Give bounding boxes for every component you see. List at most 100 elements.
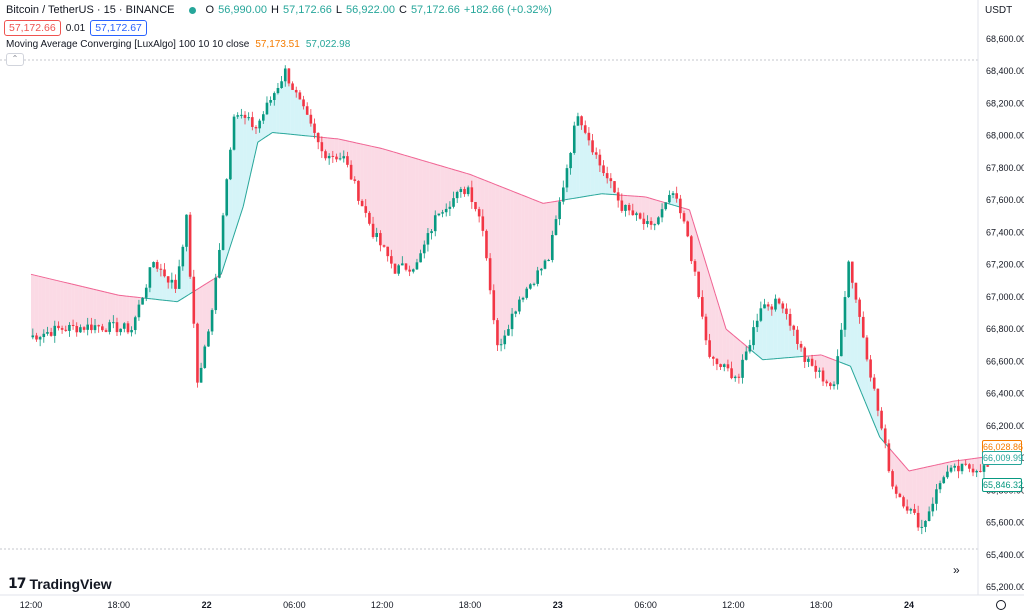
moving-average-line (831, 358, 837, 362)
ma-fill-band (832, 359, 836, 387)
candle-body (616, 192, 620, 201)
candle-body (499, 344, 503, 346)
candle-body (232, 116, 236, 150)
candle-body (554, 219, 558, 236)
ma-fill-band (389, 150, 394, 264)
moving-average-line (890, 449, 895, 455)
ma-fill-band (506, 188, 511, 336)
indicator-legend[interactable]: Moving Average Converging [LuxAlgo] 100 … (6, 39, 350, 50)
moving-average-line (751, 350, 756, 354)
symbol-title[interactable]: Bitcoin / TetherUS · 15 · BINANCE (6, 4, 175, 16)
currency-label[interactable]: USDT (985, 5, 1013, 16)
moving-average-line (38, 275, 43, 278)
moving-average-line (699, 245, 705, 258)
ma-fill-band (100, 290, 105, 331)
candle-body (690, 236, 693, 262)
candle-body (759, 308, 763, 321)
ma-fill-band (235, 115, 240, 230)
buy-button[interactable]: 57,172.67 (90, 20, 147, 36)
ma-fill-band (491, 183, 496, 321)
ma-fill-band (71, 283, 75, 327)
moving-average-line (543, 202, 547, 204)
ma-fill-band (652, 199, 657, 225)
moving-average-line (576, 196, 580, 199)
moving-average-line (916, 468, 921, 470)
candle-body (924, 520, 927, 527)
scroll-to-realtime-button[interactable]: » (953, 563, 960, 577)
ma-fill-band (535, 200, 540, 284)
moving-average-line (710, 281, 716, 294)
candle-body (86, 324, 90, 330)
ma-fill-band (473, 175, 478, 210)
ma-fill-band (352, 142, 357, 181)
candle-body (265, 102, 269, 115)
candle-body (741, 359, 744, 378)
moving-average-line (60, 280, 65, 283)
moving-average-line (188, 292, 193, 296)
ma-fill-band (206, 281, 211, 347)
ma-fill-band (246, 117, 251, 191)
candle-body (382, 245, 386, 247)
candle-body (547, 260, 550, 262)
moving-average-line (513, 191, 518, 194)
candle-body (861, 316, 865, 338)
moving-average-line (352, 141, 357, 144)
candle-body (715, 358, 719, 365)
candle-body (335, 156, 338, 160)
candle-body (166, 276, 170, 283)
candle-body (419, 253, 422, 263)
ma-fill-band (693, 221, 697, 272)
ma-fill-band (543, 202, 547, 269)
moving-average-line (718, 305, 723, 318)
moving-average-line (268, 132, 273, 136)
ma-fill-band (45, 277, 50, 334)
candle-body (393, 263, 397, 274)
moving-average-line (652, 198, 657, 201)
collapse-legend-button[interactable]: ⌃ (6, 53, 24, 66)
sell-button[interactable]: 57,172.66 (4, 20, 61, 36)
candle-body (865, 337, 869, 360)
moving-average-line (656, 199, 661, 202)
moving-average-line (491, 182, 496, 186)
ma-fill-band (411, 157, 416, 272)
x-tick-label: 12:00 (20, 600, 43, 610)
indicator-name[interactable]: Moving Average Converging [LuxAlgo] 100 … (6, 39, 250, 50)
candle-body (905, 506, 909, 511)
candle-body (722, 364, 726, 368)
ma-fill-band (923, 466, 928, 527)
y-tick-label: 68,000.00 (986, 131, 1024, 141)
moving-average-line (864, 401, 870, 411)
candle-body (525, 288, 529, 298)
ma-fill-band (510, 190, 514, 330)
moving-average-line (506, 188, 511, 191)
candle-body (960, 463, 964, 472)
ma-fill-band (546, 202, 551, 261)
moving-average-line (78, 285, 83, 288)
gear-icon[interactable] (996, 600, 1006, 610)
candle-body (485, 230, 488, 259)
candle-body (609, 178, 613, 182)
tradingview-logo[interactable]: 17 TradingView (8, 576, 112, 592)
moving-average-line (41, 276, 46, 279)
ma-fill-band (850, 261, 855, 376)
close-label: C (398, 4, 407, 16)
ma-fill-band (367, 145, 372, 224)
ma-fill-band (502, 187, 507, 345)
moving-average-line (82, 286, 86, 288)
ma-fill-band (477, 177, 481, 217)
moving-average-line (338, 138, 343, 141)
candle-body (529, 284, 532, 289)
candle-body (572, 125, 576, 153)
moving-average-line (180, 296, 185, 300)
ma-fill-band (634, 196, 639, 216)
ma-fill-band (52, 279, 57, 336)
moving-average-line (725, 328, 731, 333)
candle-body (379, 233, 382, 246)
moving-average-line (875, 428, 881, 438)
candle-body (426, 233, 430, 245)
moving-average-line (524, 195, 529, 199)
moving-average-line (703, 257, 709, 270)
moving-average-line (462, 171, 467, 174)
candle-body (807, 358, 810, 362)
